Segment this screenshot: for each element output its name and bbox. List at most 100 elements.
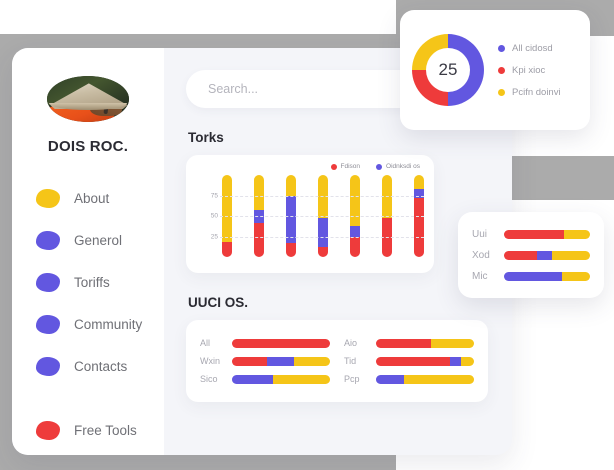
bar-segment (414, 197, 424, 257)
gridline (220, 236, 424, 238)
bar-segment (414, 188, 424, 198)
sidebar-item-label: Free Tools (74, 422, 137, 438)
bar-segment (414, 175, 424, 189)
legend-dot-icon (498, 44, 505, 52)
bar-segment (254, 222, 264, 257)
metric-row: Pcp (344, 374, 474, 384)
sidebar-item-contacts[interactable]: Contacts (36, 349, 164, 383)
avatar-hat-brim (48, 102, 128, 111)
metric-row: Mic (472, 271, 590, 282)
bar-segment (222, 242, 232, 257)
metric-bar[interactable] (232, 338, 330, 348)
metric-bar[interactable] (376, 338, 474, 348)
blob-icon (36, 230, 60, 250)
metric-bar-segment (461, 356, 474, 366)
bar-segment (350, 237, 360, 257)
profile-name: DOIS ROC. (47, 138, 129, 155)
metric-bar[interactable] (232, 374, 330, 384)
bar-column[interactable] (286, 175, 296, 257)
metric-label: Sico (200, 374, 218, 384)
donut-legend: All cidosd Kpi xioc Pcifn doinvi (498, 43, 561, 98)
bar-segment (286, 175, 296, 196)
metric-bar[interactable] (504, 250, 590, 260)
sidebar-item-toriffs[interactable]: Toriffs (36, 265, 164, 299)
bar-segment (286, 195, 296, 244)
metric-bar-segment (552, 250, 590, 260)
metric-bar[interactable] (504, 271, 590, 281)
metric-bar[interactable] (376, 374, 474, 384)
metric-row: Xod (472, 250, 590, 261)
metric-bar-segment (267, 356, 294, 366)
legend-label: Oidnksdi os (386, 163, 420, 170)
donut-legend-label: Pcifn doinvi (512, 86, 561, 98)
metric-label: Uui (472, 228, 488, 240)
bar-column[interactable] (350, 175, 360, 257)
sidebar-item-label: Community (74, 316, 143, 332)
sidebar: DOIS ROC. About Generol Toriffs Communit… (12, 48, 164, 455)
legend-dot-icon (330, 163, 337, 170)
metric-bar-segment (562, 271, 590, 281)
donut-chart: 25 (412, 34, 484, 106)
sidebar-item-free-tools[interactable]: Free Tools (36, 413, 164, 447)
metric-bar-segment (293, 356, 330, 366)
metric-bar-segment (504, 250, 537, 260)
metric-label: Mic (472, 270, 488, 282)
metric-label: Pcp (344, 374, 360, 384)
metric-bar-segment (232, 374, 274, 384)
donut-legend-entry: Pcifn doinvi (498, 87, 561, 98)
metric-bar[interactable] (376, 356, 474, 366)
sidebar-item-about[interactable]: About (36, 181, 164, 215)
bar-segment (222, 175, 232, 243)
sidebar-item-generol[interactable]: Generol (36, 223, 164, 257)
metric-bar[interactable] (232, 356, 330, 366)
bar-column[interactable] (414, 175, 424, 257)
legend-label: Fdison (340, 163, 361, 170)
donut-center: 25 (426, 48, 470, 92)
bar-column[interactable] (222, 175, 232, 257)
legend-entry: Fdison (330, 163, 361, 170)
metric-label: Aio (344, 338, 358, 348)
metric-bar-segment (564, 229, 590, 239)
blob-icon (36, 420, 60, 440)
bar-segment (286, 243, 296, 257)
donut-legend-entry: Kpi xioc (498, 65, 561, 76)
chart-legend: Fdison Oidnksdi os (196, 163, 424, 170)
metric-bar-segment (273, 374, 330, 384)
metric-label: All (200, 338, 211, 348)
metric-label: Tid (344, 356, 357, 366)
sidebar-item-label: Contacts (74, 358, 128, 374)
section-title-torks: Torks (188, 130, 224, 145)
bar-segment (350, 175, 360, 226)
metric-bar-segment (504, 229, 565, 239)
metric-label: Wxin (200, 356, 220, 366)
legend-dot-icon (498, 88, 505, 96)
y-axis-tick-label: 25 (210, 233, 218, 240)
y-axis-tick-label: 75 (210, 192, 218, 199)
y-axis-tick-label: 50 (210, 212, 218, 220)
bar-segment (254, 175, 264, 211)
donut-summary-card: 25 All cidosd Kpi xioc Pcifn doinvi (400, 10, 590, 130)
metric-label: Xod (472, 249, 490, 261)
avatar[interactable] (47, 76, 129, 122)
app-panel: DOIS ROC. About Generol Toriffs Communit… (12, 48, 512, 455)
metric-bar[interactable] (504, 229, 590, 239)
donut-legend-label: All cidosd (512, 42, 553, 54)
gridline (220, 195, 424, 197)
metric-bar-segment (504, 271, 563, 281)
donut-value-label: 25 (438, 60, 458, 79)
metric-row: Sico (200, 374, 330, 384)
blob-icon (36, 314, 60, 334)
legend-entry: Oidnksdi os (376, 163, 420, 170)
metric-bar-segment (376, 338, 431, 348)
y-axis: 75 50 25 (196, 175, 220, 257)
blob-icon (36, 356, 60, 376)
torks-chart-card: Fdison Oidnksdi os 75 50 25 (186, 155, 434, 273)
metric-row: Aio (344, 338, 474, 348)
blob-icon (36, 188, 60, 208)
sidebar-item-community[interactable]: Community (36, 307, 164, 341)
metric-bar-segment (404, 374, 474, 384)
metric-bar-segment (536, 250, 553, 260)
side-metrics-card: Uui Xod Mic (458, 212, 604, 298)
metric-row: All (200, 338, 330, 348)
metric-bar-segment (376, 374, 405, 384)
